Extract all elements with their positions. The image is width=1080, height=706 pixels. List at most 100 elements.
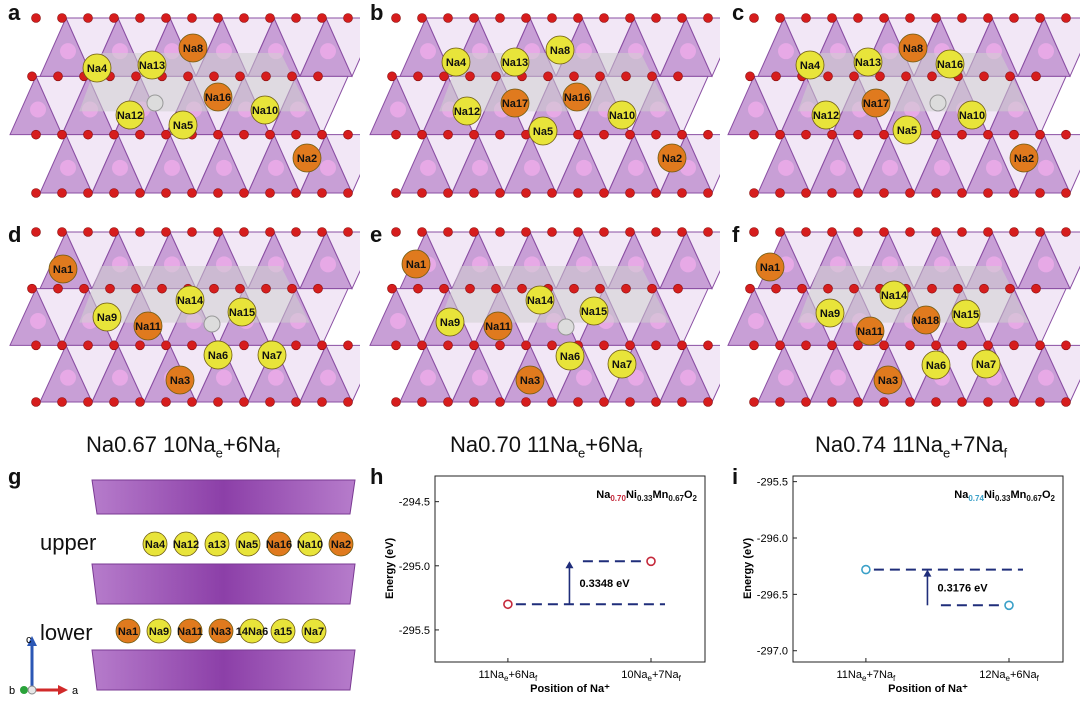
oxygen-atom	[109, 340, 119, 351]
caption-e-sub2: f	[638, 445, 643, 461]
na-ion-na7: Na7	[257, 340, 287, 370]
oxygen-atom	[905, 397, 915, 407]
oxygen-atom	[417, 227, 427, 237]
svg-text:Na4: Na4	[446, 57, 467, 69]
oxygen-atom	[31, 13, 41, 23]
oxygen-atom	[31, 129, 41, 140]
y-tick-label: -295.0	[399, 561, 430, 573]
na-layer-plane	[439, 53, 670, 112]
svg-text:Na12: Na12	[173, 539, 199, 551]
svg-text:Na7: Na7	[304, 626, 324, 638]
oxygen-atom	[703, 227, 713, 237]
oxygen-atom	[677, 227, 687, 237]
energy-gap-label: 0.3176 eV	[937, 582, 988, 594]
oxygen-atom	[135, 397, 145, 407]
energy-gap-label: 0.3348 eV	[579, 578, 630, 590]
oxygen-atom	[287, 71, 297, 82]
na-ion-na15: Na15	[227, 297, 257, 327]
oxygen-atom	[495, 188, 505, 198]
oxygen-atom	[265, 188, 275, 198]
caption-d-sub1: e	[215, 445, 223, 461]
oxygen-atom	[291, 129, 301, 140]
oxygen-atom	[621, 71, 631, 82]
na-ion-na11: Na11	[855, 316, 885, 346]
transition-metal-atom	[680, 369, 696, 386]
svg-text:Na4: Na4	[145, 539, 166, 551]
transition-metal-atom	[576, 369, 592, 386]
na-ion-na16: Na16	[266, 531, 292, 557]
oxygen-atom	[109, 188, 119, 198]
oxygen-atom	[983, 129, 993, 140]
oxygen-atom	[573, 188, 583, 198]
oxygen-atom	[677, 13, 687, 23]
svg-text:Na14: Na14	[177, 295, 204, 307]
oxygen-atom	[495, 129, 505, 140]
oxygen-atom	[521, 13, 531, 23]
oxygen-atom	[265, 227, 275, 237]
oxygen-atom	[599, 188, 609, 198]
svg-text:Na14: Na14	[881, 290, 908, 302]
oxygen-atom	[495, 340, 505, 351]
oxygen-atom	[957, 129, 967, 140]
svg-text:Na2: Na2	[331, 539, 351, 551]
oxygen-atom	[469, 188, 479, 198]
oxygen-atom	[417, 129, 427, 140]
oxygen-atom	[677, 129, 687, 140]
oxygen-atom	[1009, 129, 1019, 140]
oxygen-atom	[495, 13, 505, 23]
energy-chart-i: -295.5 -296.0 -296.5 -297.0 Energy (eV) 11Nae…	[742, 475, 1064, 695]
transition-metal-atom	[390, 101, 406, 118]
na-ion-na6: Na6	[555, 341, 585, 371]
oxygen-atom	[827, 13, 837, 23]
oxygen-atom	[413, 283, 423, 294]
transition-metal-atom	[830, 369, 846, 386]
na-ion-na11: Na11	[177, 618, 203, 644]
oxygen-atom	[983, 340, 993, 351]
na-ion-na1: Na1	[115, 618, 141, 644]
na-ion-na9: Na9	[435, 307, 465, 337]
svg-text:Na16: Na16	[937, 59, 963, 71]
na-ion-na1: Na1	[48, 254, 78, 284]
oxygen-atom	[879, 13, 889, 23]
oxygen-atom	[927, 283, 937, 294]
oxygen-atom	[187, 188, 197, 198]
oxygen-atom	[957, 340, 967, 351]
svg-text:Na4: Na4	[87, 63, 108, 75]
transition-metal-atom	[778, 369, 794, 386]
oxygen-atom	[905, 13, 915, 23]
vacancy-site	[146, 94, 164, 112]
oxygen-atom	[465, 71, 475, 82]
transition-metal-atom	[882, 159, 898, 176]
oxygen-atom	[57, 188, 67, 198]
oxygen-atom	[853, 13, 863, 23]
oxygen-atom	[853, 129, 863, 140]
svg-text:Na7: Na7	[612, 359, 632, 371]
oxygen-atom	[57, 397, 67, 407]
svg-text:Na11: Na11	[177, 626, 203, 638]
na-layer-plane	[79, 53, 310, 112]
svg-text:Na4: Na4	[800, 60, 821, 72]
vacancy-site	[929, 94, 947, 112]
oxygen-atom	[521, 397, 531, 407]
caption-e-mid: +6Na	[585, 432, 639, 457]
structure-d: Na1 Na14 Na9 Na15 Na11 Na6 Na7 Na3	[9, 227, 360, 407]
oxygen-atom	[1061, 227, 1071, 237]
oxygen-atom	[343, 188, 353, 198]
oxygen-atom	[749, 397, 759, 407]
oxygen-atom	[651, 340, 661, 351]
na-ion-na15: Na15	[951, 299, 981, 329]
oxygen-atom	[31, 188, 41, 198]
oxygen-atom	[651, 397, 661, 407]
svg-text:Na10: Na10	[297, 539, 323, 551]
lower-label: lower	[40, 620, 93, 645]
energy-gap-arrowhead	[923, 569, 932, 577]
oxygen-atom	[235, 71, 245, 82]
oxygen-atom	[57, 13, 67, 23]
oxygen-atom	[745, 283, 755, 294]
oxygen-atoms	[27, 13, 353, 198]
oxygen-atom	[775, 227, 785, 237]
svg-text:Na13: Na13	[502, 57, 528, 69]
oxygen-atom	[187, 397, 197, 407]
oxygen-atom	[875, 71, 885, 82]
oxygen-atom	[775, 340, 785, 351]
